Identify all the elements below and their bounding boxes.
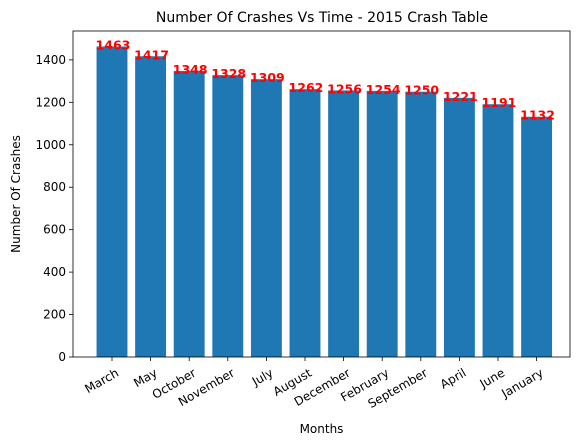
bar-may bbox=[135, 56, 167, 358]
y-tick-label: 0 bbox=[58, 350, 66, 364]
x-axis-title: Months bbox=[300, 422, 344, 436]
y-tick-label: 1000 bbox=[35, 138, 66, 152]
data-label-october: 1348 bbox=[173, 62, 208, 77]
data-label-november: 1328 bbox=[211, 66, 246, 81]
y-tick-label: 600 bbox=[43, 223, 66, 237]
data-label-april: 1221 bbox=[443, 89, 478, 104]
bar-august bbox=[289, 89, 321, 357]
data-label-august: 1262 bbox=[289, 80, 324, 95]
bar-november bbox=[212, 75, 244, 357]
data-label-march: 1463 bbox=[96, 37, 131, 52]
data-label-june: 1191 bbox=[482, 95, 517, 110]
x-tick-label-march: March bbox=[82, 366, 121, 396]
data-label-january: 1132 bbox=[520, 108, 555, 123]
y-axis: 0 200 400 600 800 1000 1200 1400 bbox=[35, 53, 73, 364]
bar-december bbox=[328, 90, 360, 357]
y-tick-label: 400 bbox=[43, 265, 66, 279]
bars-group bbox=[96, 46, 553, 358]
bar-april bbox=[443, 97, 475, 357]
data-label-july: 1309 bbox=[250, 70, 285, 85]
data-label-december: 1256 bbox=[327, 81, 362, 96]
x-tick-label-april: April bbox=[438, 366, 469, 392]
y-tick-label: 800 bbox=[43, 180, 66, 194]
bar-june bbox=[482, 104, 514, 357]
bar-october bbox=[173, 70, 205, 358]
bar-january bbox=[521, 116, 553, 358]
data-label-may: 1417 bbox=[134, 47, 169, 62]
plot-frame bbox=[72, 30, 571, 358]
y-tick-label: 1400 bbox=[35, 53, 66, 67]
bar-september bbox=[405, 91, 437, 357]
data-label-february: 1254 bbox=[366, 82, 401, 97]
y-axis-title: Number Of Crashes bbox=[9, 135, 23, 253]
bar-july bbox=[250, 79, 282, 358]
bar-february bbox=[366, 90, 398, 357]
x-tick-label-january: January bbox=[498, 366, 545, 401]
y-tick-label: 200 bbox=[43, 308, 66, 322]
chart-title: Number Of Crashes Vs Time - 2015 Crash T… bbox=[156, 10, 488, 26]
y-tick-label: 1200 bbox=[35, 95, 66, 109]
bar-march bbox=[96, 46, 128, 357]
data-label-september: 1250 bbox=[404, 83, 439, 98]
